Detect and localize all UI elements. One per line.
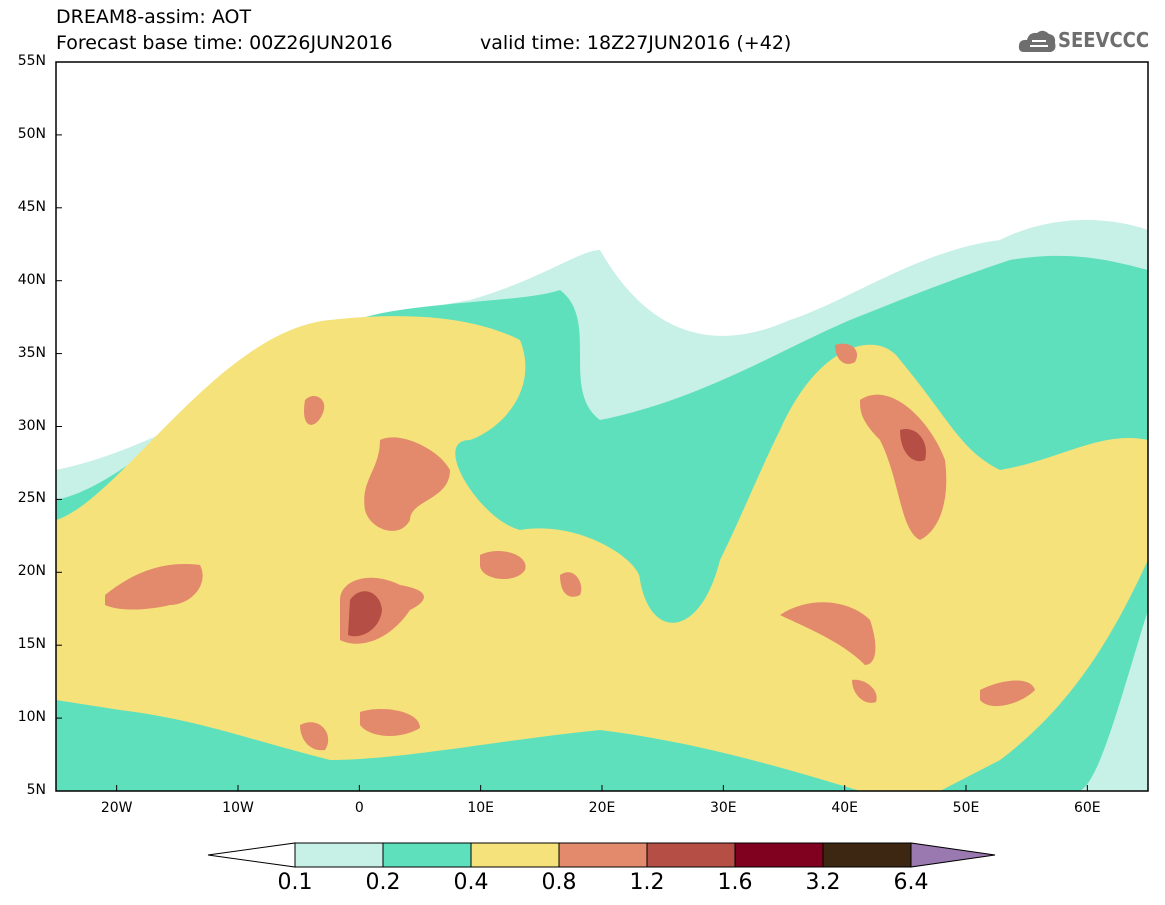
colorbar-label: 0.1 (277, 870, 313, 895)
lat-label: 20N (17, 563, 46, 580)
lat-label: 10N (17, 709, 46, 726)
lon-label: 40E (831, 800, 858, 816)
aot-contour-1.2 (900, 429, 926, 462)
colorbar-label: 1.2 (629, 870, 665, 895)
aot-contour-0.8 (860, 394, 947, 540)
logo-text: SEEVCCC (1058, 28, 1150, 52)
colorbar-label: 3.2 (805, 870, 841, 895)
colorbar-swatch (470, 842, 560, 868)
colorbar-swatch (382, 842, 472, 868)
lat-label: 35N (17, 344, 46, 361)
aot-contour-0.8 (852, 679, 877, 703)
aot-contour-0.8 (105, 564, 203, 610)
aot-contour-0.8 (780, 602, 876, 665)
lat-label: 55N (17, 53, 46, 69)
lon-label: 0 (354, 800, 364, 816)
colorbar-label: 0.8 (541, 870, 577, 895)
aot-contour-1.2 (348, 591, 382, 637)
colorbar-over (910, 842, 996, 868)
colorbar-under (207, 842, 296, 868)
lat-label: 15N (17, 636, 46, 653)
colorbar-swatch (822, 842, 912, 868)
lat-label: 5N (26, 782, 46, 798)
colorbar-swatch (558, 842, 648, 868)
lon-label: 50E (952, 800, 980, 816)
lat-label: 25N (17, 490, 46, 507)
colorbar-swatch (294, 842, 384, 868)
lat-label: 30N (17, 417, 46, 434)
lon-label: 10W (222, 800, 254, 816)
aot-contour-0.8 (980, 680, 1035, 707)
lon-label: 20W (100, 800, 133, 816)
lon-label: 30E (709, 800, 737, 816)
valid-time: valid time: 18Z27JUN2016 (+42) (480, 32, 792, 54)
aot-contour-0.8 (480, 550, 526, 580)
aot-contour-0.8 (303, 395, 325, 425)
base-time: Forecast base time: 00Z26JUN2016 (56, 32, 393, 54)
colorbar-label: 1.6 (717, 870, 753, 895)
colorbar-label: 0.4 (453, 870, 489, 895)
colorbar-label: 6.4 (893, 870, 929, 895)
map-title: DREAM8-assim: AOT (56, 6, 252, 28)
lon-label: 20E (588, 800, 616, 816)
colorbar-label: 0.2 (365, 870, 401, 895)
colorbar-swatch (646, 842, 736, 868)
aot-contour-0.8 (560, 572, 582, 597)
lon-label: 10E (467, 800, 494, 816)
aot-contour-0.8 (835, 343, 858, 365)
aot-contour-0.8 (300, 722, 329, 751)
cloud-icon (1018, 30, 1056, 52)
lat-label: 45N (17, 198, 46, 215)
aot-contour-0.8 (360, 708, 420, 736)
aot-contour-0.4 (56, 316, 1148, 791)
lon-label: 60E (1073, 800, 1101, 816)
lat-label: 50N (17, 125, 46, 142)
aot-contour-0.8 (364, 437, 450, 531)
colorbar-swatch (734, 842, 824, 868)
lat-label: 40N (17, 271, 46, 288)
